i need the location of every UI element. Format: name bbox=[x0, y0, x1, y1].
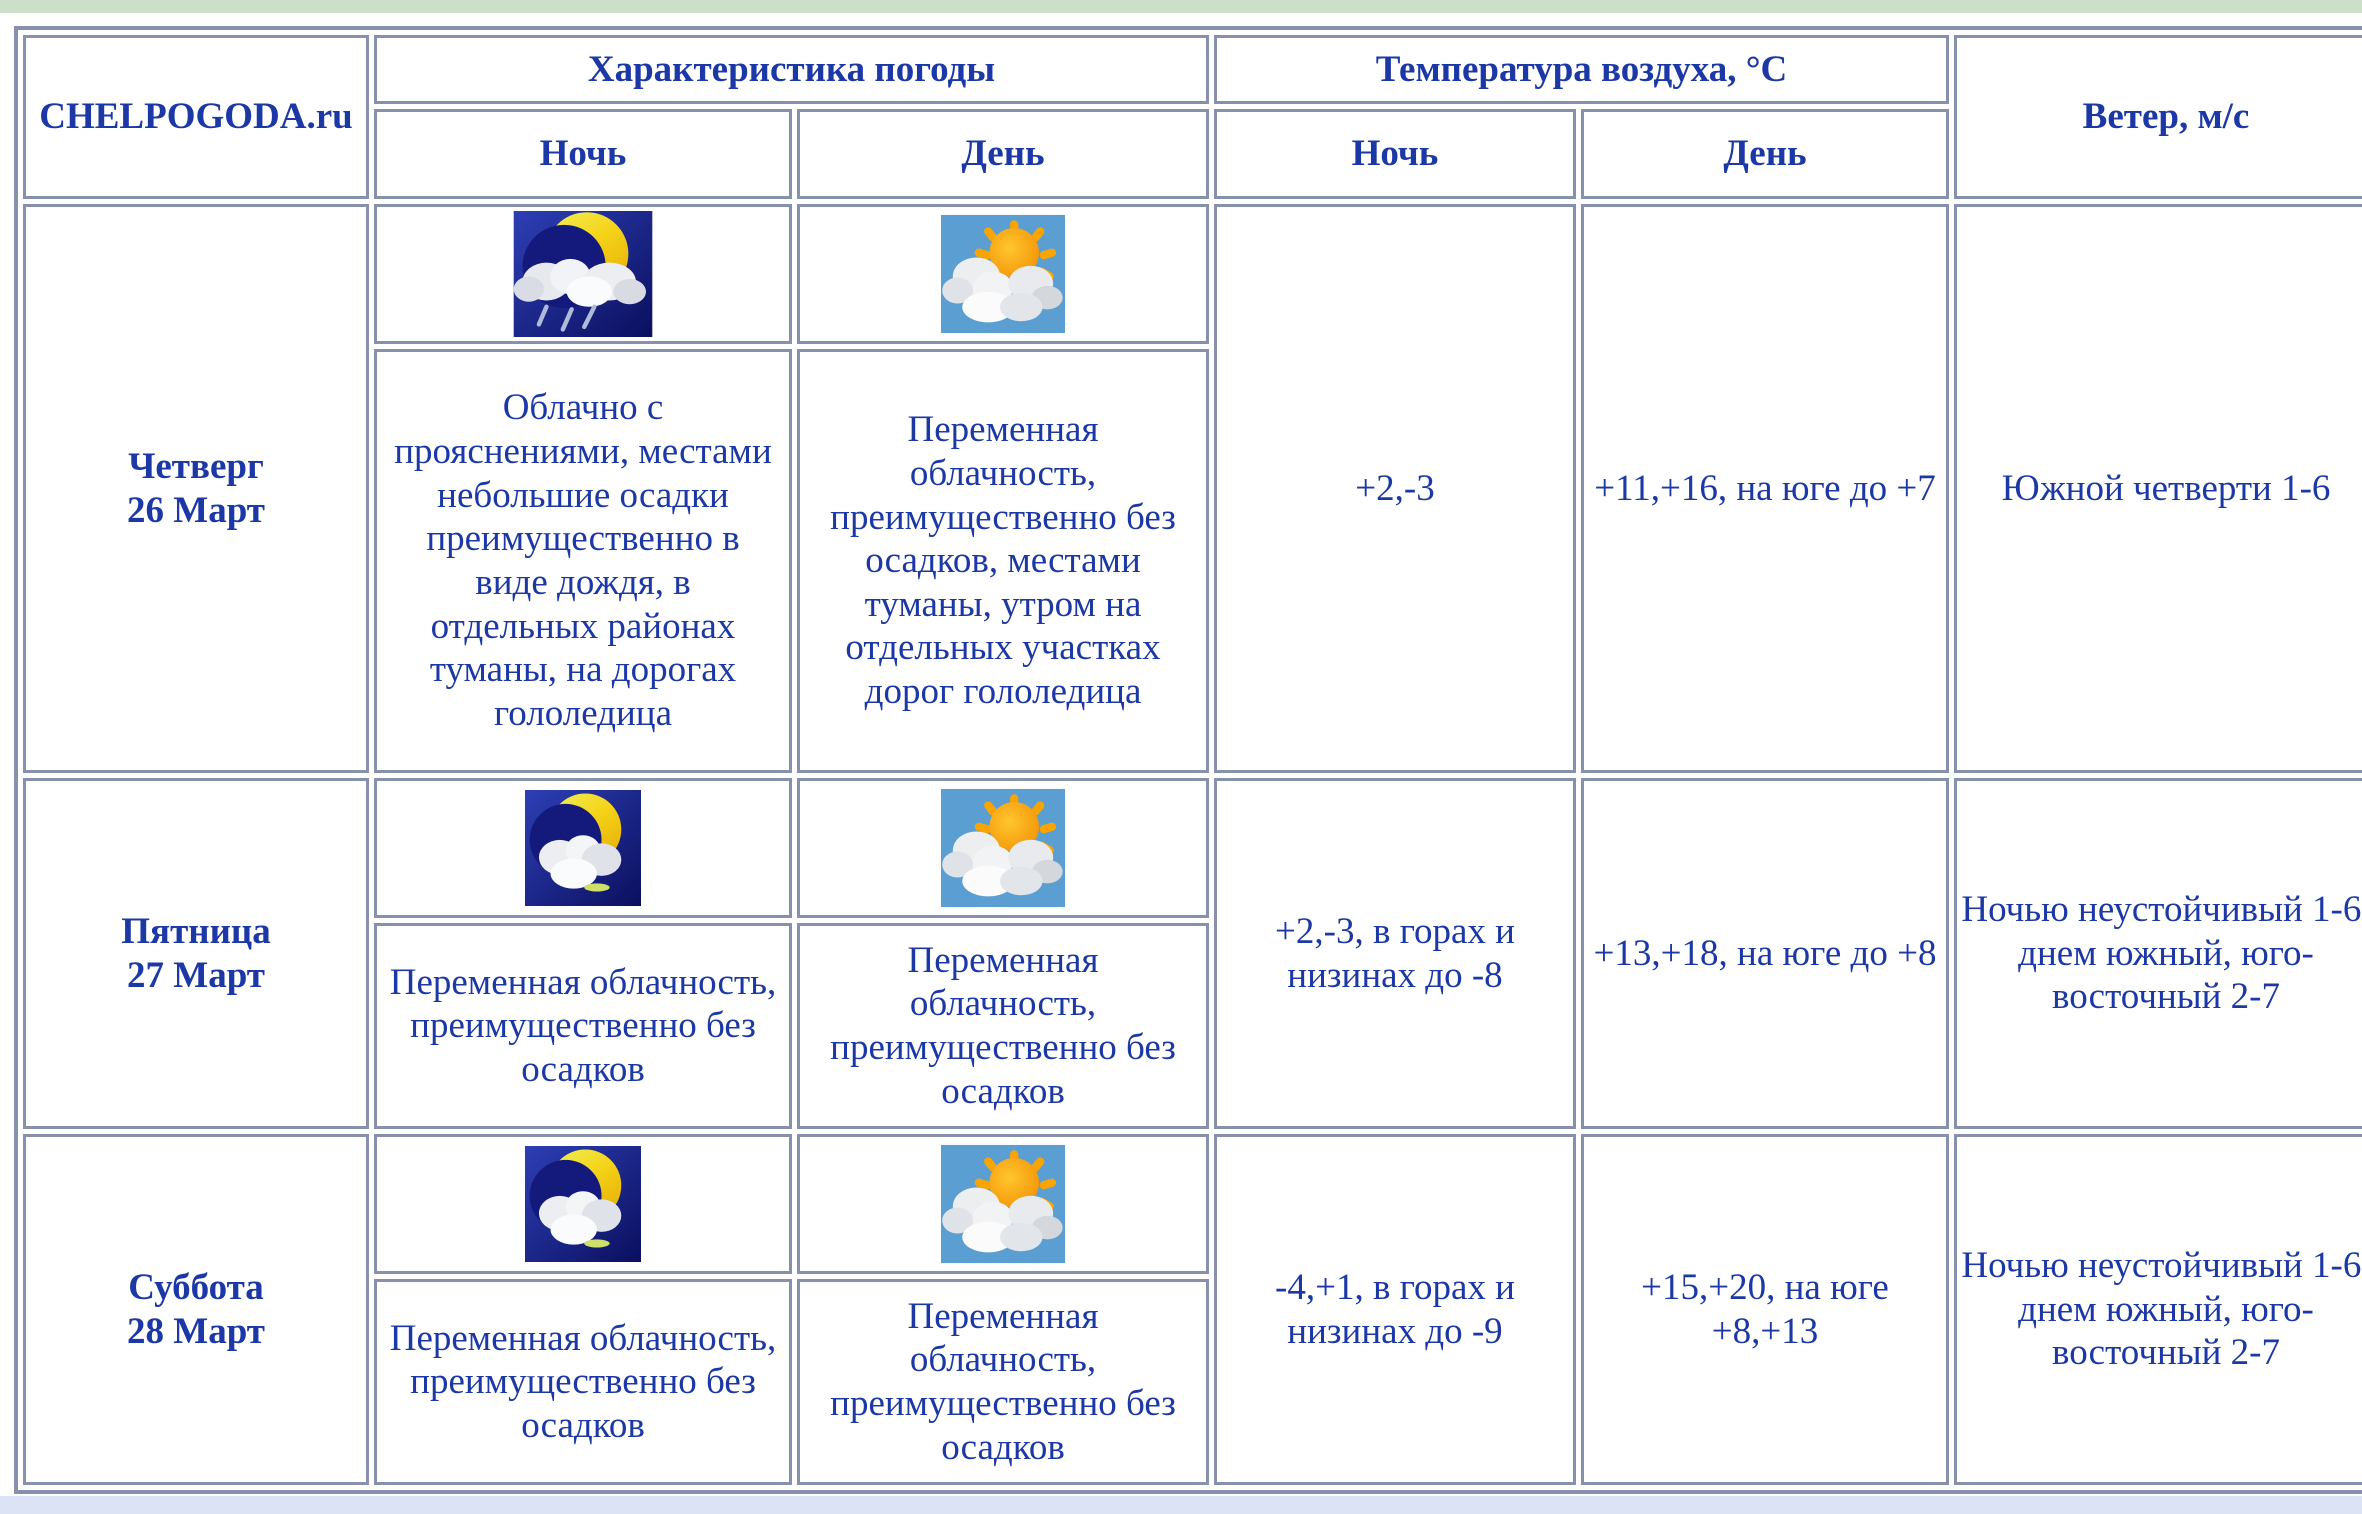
friday-wind: Ночью неустойчивый 1-6, днем южный, юго-… bbox=[1954, 778, 2362, 1129]
sun-clouds-icon bbox=[941, 1143, 1065, 1265]
thursday-day-desc: Переменная облачность, преимущественно б… bbox=[797, 349, 1209, 773]
friday-night-icon-cell bbox=[374, 778, 792, 918]
thursday-day-icon-cell bbox=[797, 204, 1209, 344]
friday-day-desc: Переменная облачность, преимущественно б… bbox=[797, 923, 1209, 1129]
day-cell-friday: Пятница 27 Март bbox=[23, 778, 369, 1129]
forecast-table: CHELPOGODA.ru Характеристика погоды Темп… bbox=[14, 26, 2362, 1494]
friday-night-desc: Переменная облачность, преимущественно б… bbox=[374, 923, 792, 1129]
sun-clouds-icon bbox=[941, 787, 1065, 909]
friday-night-temp: +2,-3, в горах и низинах до -8 bbox=[1214, 778, 1576, 1129]
day-date: 26 Март bbox=[127, 489, 265, 531]
top-strip bbox=[0, 0, 2362, 13]
day-cell-thursday: Четверг 26 Март bbox=[23, 204, 369, 773]
header-char-day: День bbox=[797, 109, 1209, 199]
saturday-wind: Ночью неустойчивый 1-6, днем южный, юго-… bbox=[1954, 1134, 2362, 1485]
sun-clouds-icon bbox=[941, 213, 1065, 335]
day-cell-saturday: Суббота 28 Март bbox=[23, 1134, 369, 1485]
bottom-strip bbox=[0, 1496, 2362, 1514]
day-name: Суббота bbox=[128, 1266, 264, 1308]
header-wind: Ветер, м/с bbox=[1954, 35, 2362, 199]
header-temperature: Температура воздуха, °C bbox=[1214, 35, 1950, 104]
saturday-day-temp: +15,+20, на юге +8,+13 bbox=[1581, 1134, 1950, 1485]
moon-clouds-icon bbox=[525, 1142, 641, 1266]
header-char-night: Ночь bbox=[374, 109, 792, 199]
day-date: 28 Март bbox=[127, 1310, 265, 1352]
friday-day-temp: +13,+18, на юге до +8 bbox=[1581, 778, 1950, 1129]
saturday-day-desc: Переменная облачность, преимущественно б… bbox=[797, 1279, 1209, 1485]
day-name: Четверг bbox=[128, 445, 264, 487]
header-temp-night: Ночь bbox=[1214, 109, 1576, 199]
friday-day-icon-cell bbox=[797, 778, 1209, 918]
thursday-wind: Южной четверти 1-6 bbox=[1954, 204, 2362, 773]
saturday-night-icon-cell bbox=[374, 1134, 792, 1274]
header-temp-day: День bbox=[1581, 109, 1950, 199]
site-logo[interactable]: CHELPOGODA.ru bbox=[23, 35, 369, 199]
moon-clouds-rain-icon bbox=[512, 211, 654, 337]
day-date: 27 Март bbox=[127, 954, 265, 996]
moon-clouds-icon bbox=[525, 786, 641, 910]
header-characteristics: Характеристика погоды bbox=[374, 35, 1209, 104]
saturday-night-desc: Переменная облачность, преимущественно б… bbox=[374, 1279, 792, 1485]
saturday-night-temp: -4,+1, в горах и низинах до -9 bbox=[1214, 1134, 1576, 1485]
thursday-night-desc: Облачно с прояснениями, местами небольши… bbox=[374, 349, 792, 773]
saturday-day-icon-cell bbox=[797, 1134, 1209, 1274]
thursday-day-temp: +11,+16, на юге до +7 bbox=[1581, 204, 1950, 773]
day-name: Пятница bbox=[121, 910, 271, 952]
thursday-night-temp: +2,-3 bbox=[1214, 204, 1576, 773]
thursday-night-icon-cell bbox=[374, 204, 792, 344]
